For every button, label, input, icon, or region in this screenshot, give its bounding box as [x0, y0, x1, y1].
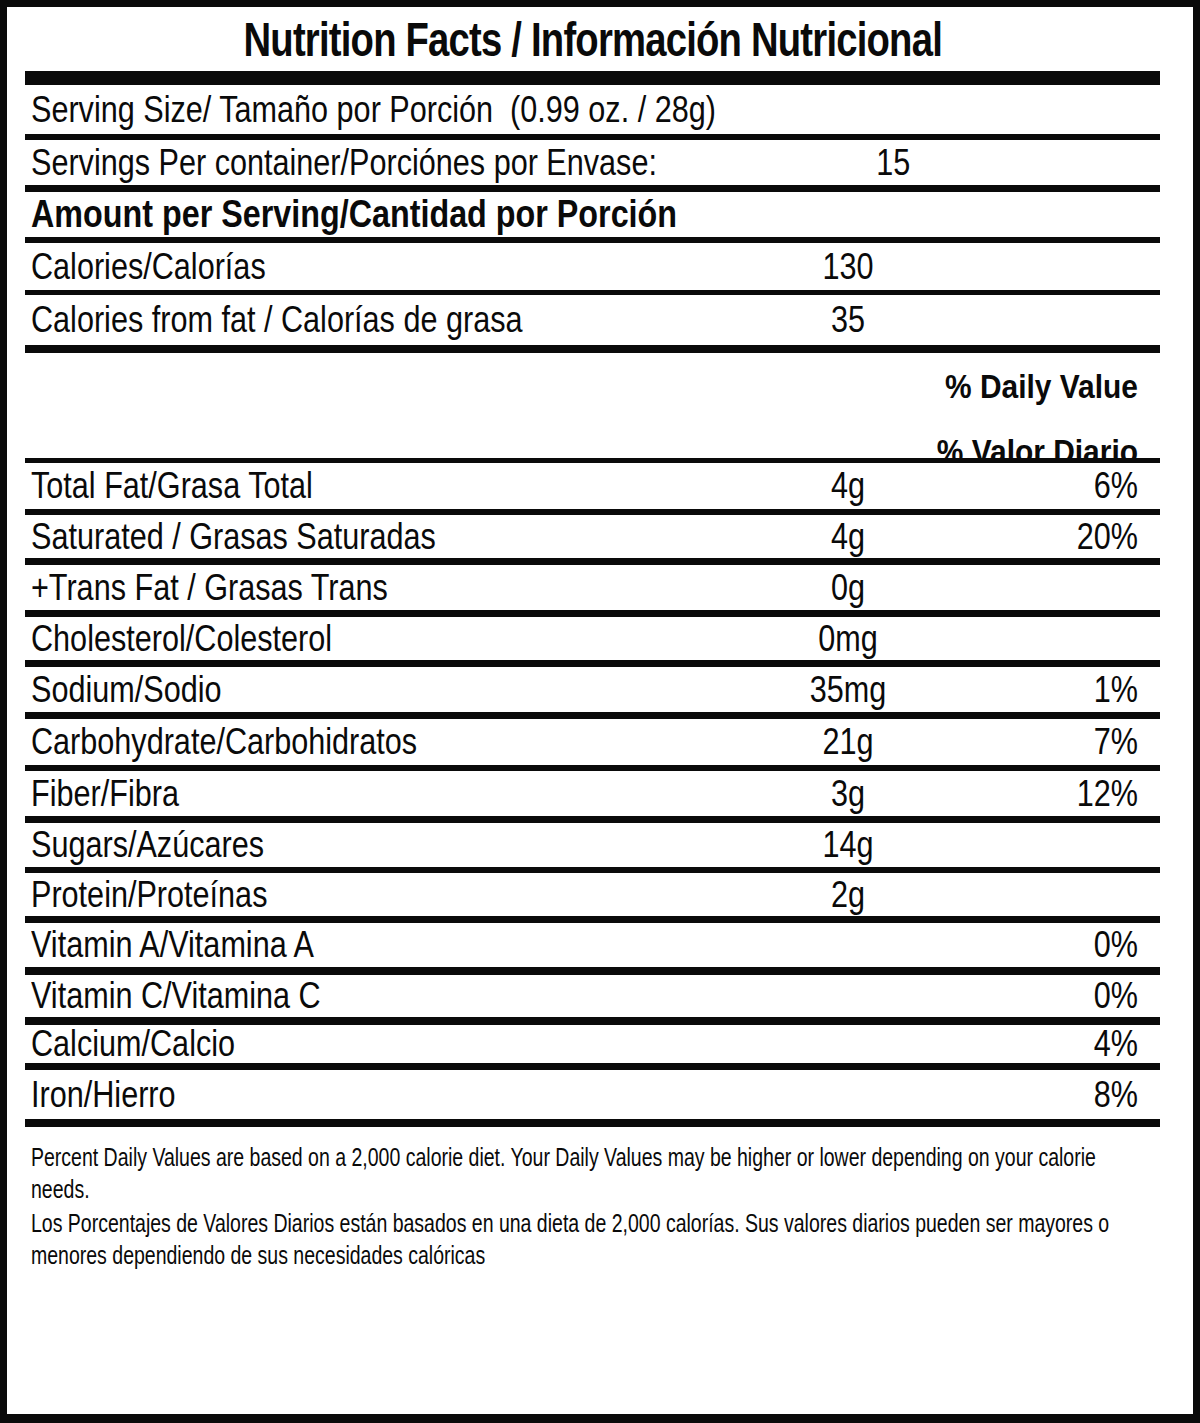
nutrient-label: Vitamin A/Vitamina A: [31, 924, 598, 966]
nutrient-amount: 4g: [721, 465, 976, 507]
nutrient-label: Total Fat/Grasa Total: [31, 465, 598, 507]
nutrient-amount: 2g: [721, 874, 976, 916]
daily-value-header: % Daily Value % Valor Diario: [25, 353, 1160, 463]
title-divider: [25, 71, 1160, 85]
nutrient-row-calcium: Calcium/Calcio 4%: [25, 1025, 1160, 1070]
servings-per-container-row: Servings Per container/Porciónes por Env…: [25, 140, 1160, 192]
amount-per-serving-row: Amount per Serving/Cantidad por Porción: [25, 192, 1160, 243]
servings-per-container-value: 15: [786, 142, 1001, 184]
nutrient-label: Sugars/Azúcares: [31, 824, 598, 866]
nutrient-row-carbohydrate: Carbohydrate/Carbohidratos 21g 7%: [25, 719, 1160, 771]
nutrient-label: Calcium/Calcio: [31, 1023, 598, 1065]
nutrient-label: +Trans Fat / Grasas Trans: [31, 567, 598, 609]
calories-label: Calories/Calorías: [31, 246, 598, 288]
nutrient-daily-value-percent: 1%: [1019, 669, 1138, 711]
nutrient-amount: 21g: [721, 721, 976, 763]
footnote-spanish: Los Porcentajes de Valores Diarios están…: [31, 1207, 1146, 1271]
nutrient-label: Sodium/Sodio: [31, 669, 598, 711]
label-content: Nutrition Facts / Información Nutriciona…: [25, 7, 1160, 1287]
calories-from-fat-value: 35: [721, 299, 976, 341]
nutrient-label: Fiber/Fibra: [31, 773, 598, 815]
nutrient-daily-value-percent: 7%: [1019, 721, 1138, 763]
nutrient-amount: 14g: [721, 824, 976, 866]
footnote-english: Percent Daily Values are based on a 2,00…: [31, 1141, 1146, 1205]
nutrient-row-vitamin-a: Vitamin A/Vitamina A 0%: [25, 923, 1160, 975]
nutrient-row-saturated-fat: Saturated / Grasas Saturadas 4g 20%: [25, 515, 1160, 565]
nutrient-row-trans-fat: +Trans Fat / Grasas Trans 0g: [25, 565, 1160, 617]
nutrient-row-iron: Iron/Hierro 8%: [25, 1070, 1160, 1127]
serving-size-label: Serving Size/ Tamaño por Porción (0.99 o…: [31, 89, 972, 131]
nutrient-label: Carbohydrate/Carbohidratos: [31, 721, 598, 763]
page-title: Nutrition Facts / Información Nutriciona…: [243, 11, 942, 67]
nutrient-label: Iron/Hierro: [31, 1074, 598, 1116]
daily-value-header-en: % Daily Value: [164, 367, 1138, 406]
nutrient-daily-value-percent: 0%: [1019, 975, 1138, 1017]
nutrient-label: Protein/Proteínas: [31, 874, 598, 916]
servings-per-container-label: Servings Per container/Porciónes por Env…: [31, 142, 657, 184]
footnotes-text-block: Percent Daily Values are based on a 2,00…: [31, 1141, 1146, 1271]
nutrient-amount: 0g: [721, 567, 976, 609]
nutrient-row-cholesterol: Cholesterol/Colesterol 0mg: [25, 617, 1160, 667]
calories-from-fat-label: Calories from fat / Calorías de grasa: [31, 299, 598, 341]
nutrient-row-vitamin-c: Vitamin C/Vitamina C 0%: [25, 975, 1160, 1025]
nutrient-daily-value-percent: 8%: [1019, 1074, 1138, 1116]
nutrient-daily-value-percent: 0%: [1019, 924, 1138, 966]
amount-per-serving-label: Amount per Serving/Cantidad por Porción: [31, 193, 972, 236]
nutrient-amount: 0mg: [721, 618, 976, 660]
nutrient-daily-value-percent: 6%: [1019, 465, 1138, 507]
nutrient-amount: 35mg: [721, 669, 976, 711]
nutrient-label: Cholesterol/Colesterol: [31, 618, 598, 660]
nutrient-row-sodium: Sodium/Sodio 35mg 1%: [25, 667, 1160, 719]
calories-value: 130: [721, 246, 976, 288]
serving-size-row: Serving Size/ Tamaño por Porción (0.99 o…: [25, 85, 1160, 140]
nutrient-amount: 3g: [721, 773, 976, 815]
nutrient-row-protein: Protein/Proteínas 2g: [25, 873, 1160, 923]
nutrient-daily-value-percent: 20%: [1019, 516, 1138, 558]
footnotes-section: Percent Daily Values are based on a 2,00…: [25, 1127, 1160, 1287]
nutrient-row-sugars: Sugars/Azúcares 14g: [25, 823, 1160, 873]
nutrient-label: Saturated / Grasas Saturadas: [31, 516, 598, 558]
calories-from-fat-row: Calories from fat / Calorías de grasa 35: [25, 295, 1160, 353]
nutrient-label: Vitamin C/Vitamina C: [31, 975, 598, 1017]
calories-row: Calories/Calorías 130: [25, 243, 1160, 295]
nutrient-row-fiber: Fiber/Fibra 3g 12%: [25, 771, 1160, 823]
nutrient-amount: 4g: [721, 516, 976, 558]
nutrient-daily-value-percent: 4%: [1019, 1023, 1138, 1065]
label-header: Nutrition Facts / Información Nutriciona…: [25, 7, 1160, 71]
nutrition-facts-label: Nutrition Facts / Información Nutriciona…: [0, 0, 1200, 1423]
nutrient-daily-value-percent: 12%: [1019, 773, 1138, 815]
